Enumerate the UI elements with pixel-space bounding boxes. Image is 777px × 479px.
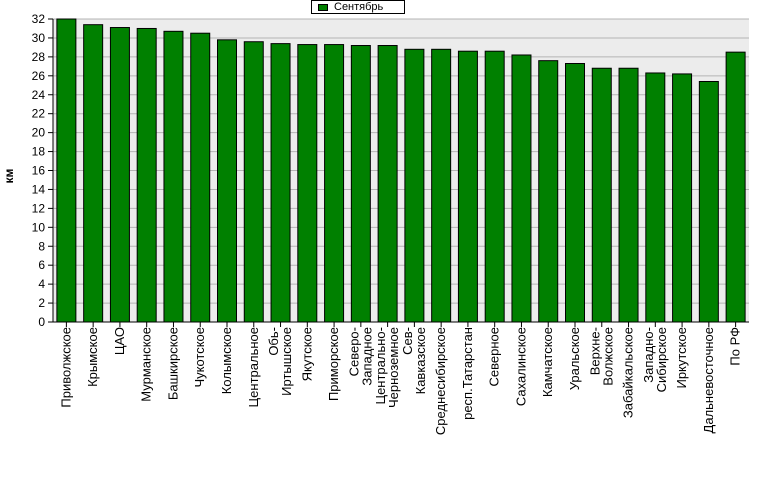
bar: [190, 32, 211, 323]
bar: [324, 44, 345, 323]
bar: [457, 50, 478, 323]
y-tick-label: 32: [32, 12, 46, 26]
x-tick-label: Чукотское: [192, 327, 207, 388]
y-tick-label: 4: [38, 277, 45, 291]
bar: [511, 54, 532, 323]
x-tick-label: Сахалинское: [513, 327, 528, 406]
x-tick-label: Сибирское: [654, 327, 669, 392]
legend: Сентябрь: [311, 0, 405, 14]
bar: [297, 44, 318, 323]
y-tick-label: 18: [32, 145, 46, 159]
x-tick-label: Сев-: [400, 327, 415, 355]
y-tick-label: 12: [32, 201, 46, 215]
bar: [645, 72, 666, 323]
x-tick-label: Обь-: [266, 327, 281, 356]
bar: [217, 39, 237, 323]
y-tick-label: 2: [38, 296, 45, 310]
x-tick-label: Дальневосточное: [701, 327, 716, 433]
legend-swatch: [318, 4, 328, 11]
x-tick-label: Камчатское: [540, 327, 555, 397]
bar: [83, 24, 104, 323]
x-tick-label: Северное: [487, 327, 502, 386]
x-tick-label: Среднесибирское: [433, 327, 448, 435]
bar: [484, 50, 505, 323]
x-tick-label: Иркутское: [674, 327, 689, 389]
y-tick-label: 6: [38, 258, 45, 272]
bar: [56, 18, 77, 323]
x-tick-label: Приморское: [326, 327, 341, 401]
x-tick-label: Центрально-: [373, 327, 388, 405]
y-tick-label: 24: [32, 88, 46, 102]
y-tick-label: 16: [32, 164, 46, 178]
x-tick-label: Центральное: [246, 327, 261, 407]
x-tick-label: Западное: [359, 327, 374, 386]
y-tick-label: 10: [32, 220, 46, 234]
bar: [538, 60, 559, 323]
x-tick-label: Забайкальское: [621, 327, 636, 418]
bar: [565, 63, 585, 323]
bar: [698, 80, 719, 323]
y-tick-label: 0: [38, 315, 45, 329]
bar: [431, 48, 452, 323]
x-tick-label: Мурманское: [139, 327, 154, 402]
bar: [163, 30, 184, 323]
x-tick-label: Башкирское: [165, 327, 180, 400]
x-tick-label: Колымское: [219, 327, 234, 394]
x-tick-label: Черноземное: [386, 327, 401, 408]
x-tick-label: ЦАО: [112, 327, 127, 355]
bar: [591, 67, 612, 323]
bar: [270, 43, 291, 323]
x-tick-label: Северо-: [346, 327, 361, 376]
x-tick-label: Волжское: [600, 327, 615, 386]
x-tick-label: Западно-: [641, 327, 656, 383]
y-tick-label: 14: [32, 182, 46, 196]
x-tick-label: Уральское: [567, 327, 582, 390]
x-tick-label: Приволжское: [58, 327, 73, 408]
bar: [725, 51, 746, 323]
y-tick-label: 26: [32, 69, 46, 83]
bar: [404, 48, 425, 323]
bar: [672, 73, 693, 323]
bar: [618, 67, 639, 323]
y-tick-label: 8: [38, 239, 45, 253]
bar: [109, 27, 130, 323]
x-tick-label: Верхне-: [587, 327, 602, 375]
bar: [350, 45, 371, 323]
y-tick-label: 20: [32, 126, 46, 140]
bar: [243, 41, 264, 323]
x-tick-label: респ.Татарстан: [460, 327, 475, 420]
y-tick-label: 22: [32, 107, 46, 121]
x-tick-label: Крымское: [85, 327, 100, 387]
legend-label: Сентябрь: [334, 1, 384, 13]
bar: [377, 45, 398, 323]
x-tick-label: Кавказское: [413, 327, 428, 394]
y-tick-label: 30: [32, 31, 46, 45]
x-tick-label: Иртышское: [279, 327, 294, 396]
x-tick-label: Якутское: [299, 327, 314, 381]
x-tick-label: По РФ: [728, 327, 743, 366]
bar: [136, 27, 157, 323]
y-tick-label: 28: [32, 50, 46, 64]
